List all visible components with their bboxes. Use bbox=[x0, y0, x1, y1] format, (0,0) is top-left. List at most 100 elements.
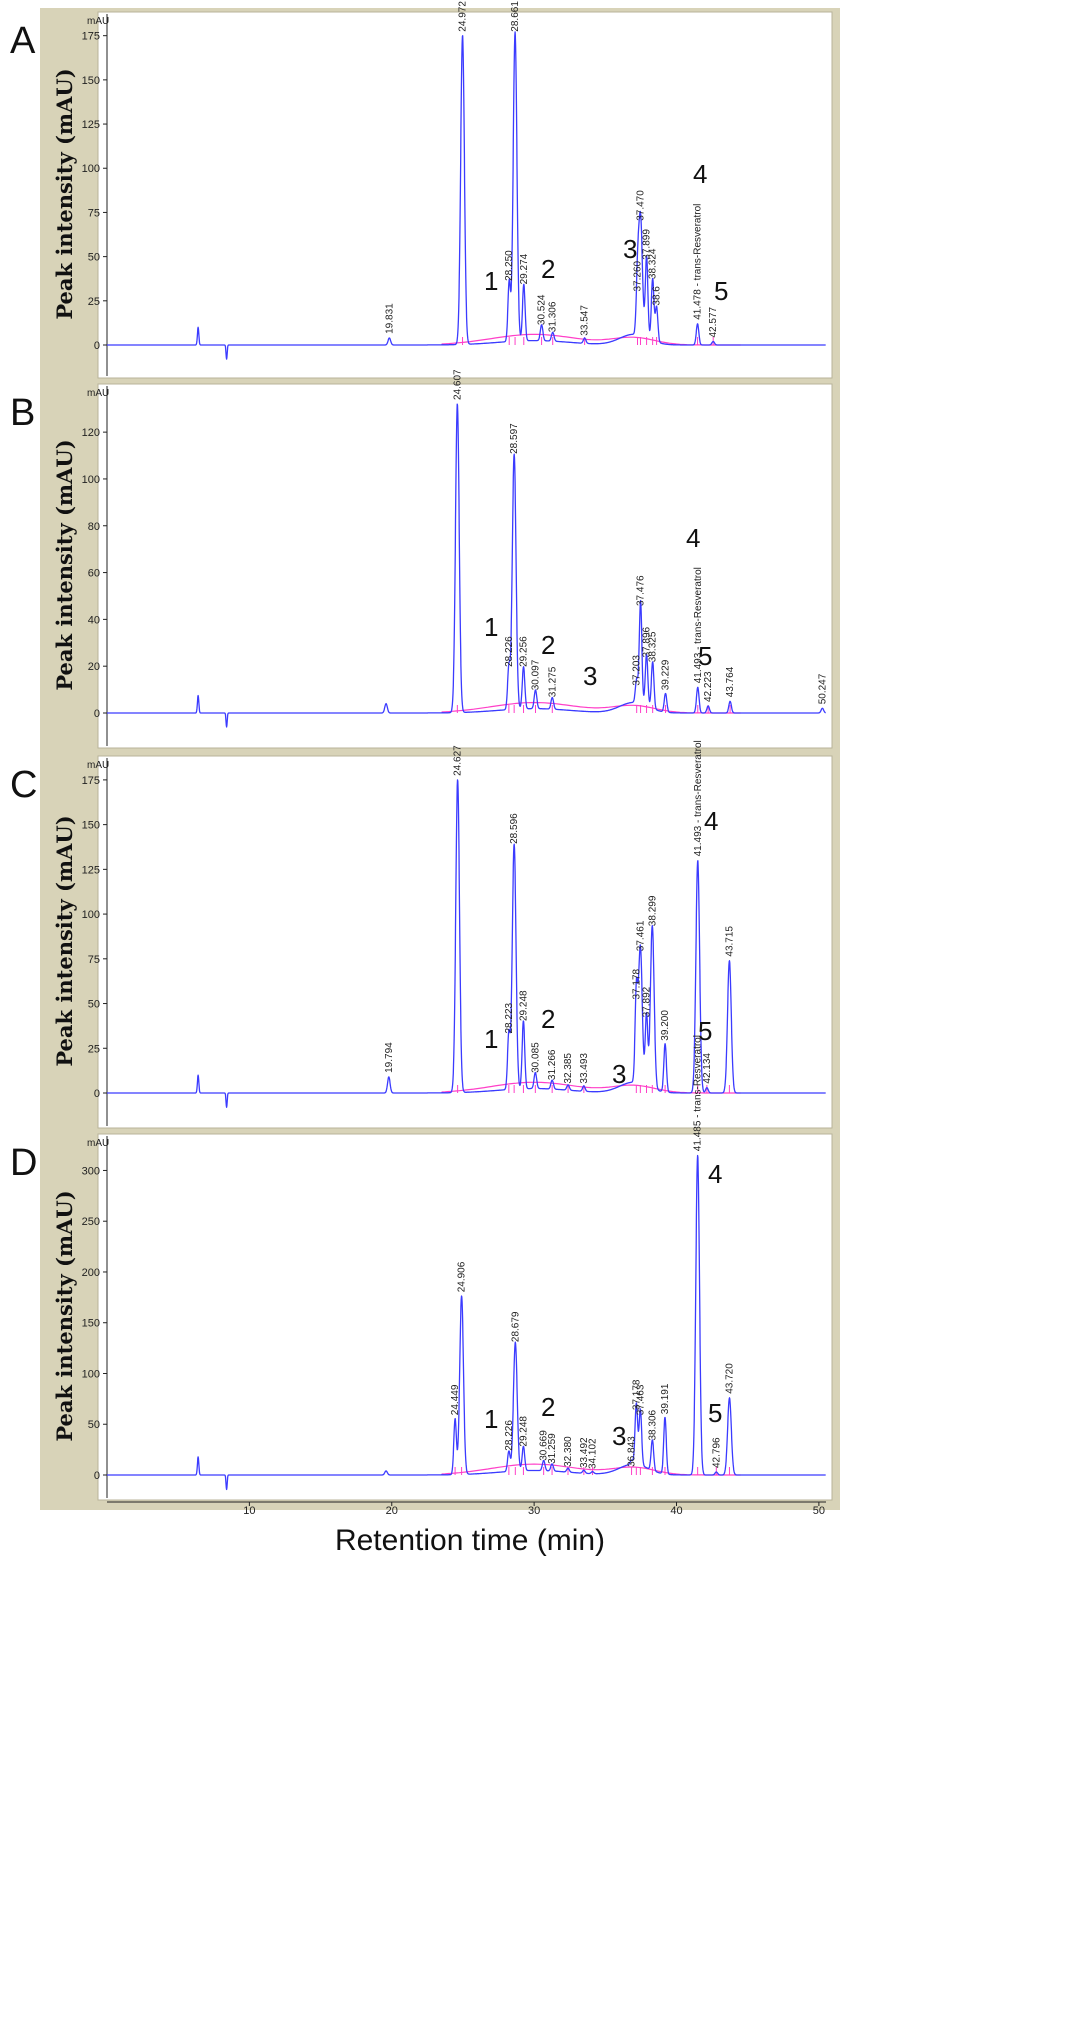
retention-time-label: 29.256 bbox=[519, 636, 530, 667]
retention-time-label: 31.275 bbox=[547, 666, 558, 697]
retention-time-label: 33.493 bbox=[579, 1053, 590, 1084]
y-tick-label: 150 bbox=[82, 1318, 100, 1330]
peak-number-1: 1 bbox=[484, 1024, 498, 1054]
retention-time-label: 33.547 bbox=[580, 305, 591, 336]
x-tick-label: 50 bbox=[813, 1505, 825, 1517]
retention-time-label: 28.679 bbox=[510, 1311, 521, 1342]
retention-time-label: 42.134 bbox=[702, 1053, 713, 1084]
retention-time-label: 32.380 bbox=[563, 1436, 574, 1467]
y-tick-label: 75 bbox=[88, 954, 100, 966]
retention-time-label: 37.476 bbox=[636, 575, 647, 606]
retention-time-label: 31.306 bbox=[548, 301, 559, 332]
peak-number-5: 5 bbox=[698, 1016, 712, 1046]
y-tick-label: 175 bbox=[82, 775, 100, 787]
retention-time-label: 43.720 bbox=[725, 1363, 736, 1394]
peak-number-1: 1 bbox=[484, 266, 498, 296]
y-tick-label: 125 bbox=[82, 119, 100, 131]
retention-time-label: 37.463 bbox=[635, 1384, 646, 1415]
y-tick-label: 50 bbox=[88, 1419, 100, 1431]
retention-time-label: 24.906 bbox=[457, 1261, 468, 1292]
y-tick-label: 100 bbox=[82, 163, 100, 175]
y-tick-label: 20 bbox=[88, 661, 100, 673]
retention-time-label: 39.229 bbox=[661, 659, 672, 690]
y-axis-label: Peak intensity (mAU) bbox=[52, 439, 77, 690]
peak-number-5: 5 bbox=[698, 641, 712, 671]
retention-time-label: 28.661 bbox=[510, 1, 521, 32]
y-tick-label: 125 bbox=[82, 864, 100, 876]
panel-letter: B bbox=[10, 392, 35, 434]
peak-number-2: 2 bbox=[541, 1004, 555, 1034]
retention-time-label: 30.524 bbox=[537, 294, 548, 325]
retention-time-label: 24.449 bbox=[450, 1384, 461, 1415]
peak-number-5: 5 bbox=[708, 1398, 722, 1428]
y-tick-label: 60 bbox=[88, 568, 100, 580]
retention-time-label: 31.259 bbox=[547, 1433, 558, 1464]
peak-number-1: 1 bbox=[484, 612, 498, 642]
peak-number-2: 2 bbox=[541, 254, 555, 284]
retention-time-label: 38.306 bbox=[647, 1409, 658, 1440]
retention-time-label: 37.461 bbox=[635, 920, 646, 951]
panel-letter: D bbox=[10, 1142, 37, 1184]
y-tick-label: 0 bbox=[94, 340, 100, 352]
retention-time-label: 30.085 bbox=[530, 1042, 541, 1073]
retention-time-label: 37.178 bbox=[631, 1379, 642, 1410]
retention-time-label: 28.226 bbox=[504, 1420, 515, 1451]
retention-time-label: 37.178 bbox=[631, 968, 642, 999]
retention-time-label: 31.266 bbox=[547, 1049, 558, 1080]
retention-time-label: 28.223 bbox=[504, 1002, 515, 1033]
retention-time-label: 19.794 bbox=[384, 1042, 395, 1073]
peak-number-2: 2 bbox=[541, 1392, 555, 1422]
peak-number-3: 3 bbox=[583, 661, 597, 691]
retention-time-label: 24.972 bbox=[458, 1, 469, 32]
retention-time-label: 37.899 bbox=[642, 229, 653, 260]
retention-time-label: 29.248 bbox=[518, 1416, 529, 1447]
y-tick-label: 50 bbox=[88, 999, 100, 1011]
retention-time-label: 34.102 bbox=[588, 1438, 599, 1469]
x-axis-label: Retention time (min) bbox=[335, 1524, 605, 1557]
x-tick-label: 20 bbox=[386, 1505, 398, 1517]
y-tick-label: 40 bbox=[88, 614, 100, 626]
unit-label: mAU bbox=[87, 16, 109, 27]
retention-time-label: 42.223 bbox=[703, 671, 714, 702]
y-tick-label: 0 bbox=[94, 1470, 100, 1482]
y-tick-label: 100 bbox=[82, 1368, 100, 1380]
chromatogram-trace bbox=[106, 403, 827, 728]
peak-number-4: 4 bbox=[686, 523, 700, 553]
plot-area bbox=[97, 755, 833, 1129]
retention-time-label: 37.470 bbox=[636, 190, 647, 221]
y-axis-label: Peak intensity (mAU) bbox=[52, 815, 77, 1066]
peak-number-3: 3 bbox=[612, 1421, 626, 1451]
y-tick-label: 175 bbox=[82, 31, 100, 43]
retention-time-label: 39.200 bbox=[660, 1010, 671, 1041]
retention-time-label: 43.715 bbox=[724, 926, 735, 957]
retention-time-label: 29.248 bbox=[518, 990, 529, 1021]
x-tick-label: 10 bbox=[243, 1505, 255, 1517]
peak-number-4: 4 bbox=[708, 1159, 722, 1189]
peak-number-3: 3 bbox=[623, 234, 637, 264]
retention-time-label: 24.627 bbox=[453, 745, 464, 776]
retention-time-label: 30.669 bbox=[539, 1430, 550, 1461]
panel-letter: A bbox=[10, 20, 36, 62]
retention-time-label: 41.478 - trans-Resveratrol bbox=[693, 204, 704, 320]
chromatogram-trace bbox=[106, 31, 827, 360]
y-tick-label: 80 bbox=[88, 521, 100, 533]
retention-time-label: 33.492 bbox=[579, 1437, 590, 1468]
peak-number-2: 2 bbox=[541, 630, 555, 660]
retention-time-label: 28.226 bbox=[504, 636, 515, 667]
y-tick-label: 100 bbox=[82, 474, 100, 486]
retention-time-label: 41.493 - trans-Resveratrol bbox=[693, 740, 704, 856]
retention-time-label: 37.260 bbox=[633, 260, 644, 291]
y-tick-label: 250 bbox=[82, 1216, 100, 1228]
retention-time-label: 32.385 bbox=[563, 1053, 574, 1084]
y-tick-label: 150 bbox=[82, 820, 100, 832]
retention-time-label: 19.831 bbox=[384, 303, 395, 334]
retention-time-label: 41.485 - trans-Resveratrol bbox=[693, 1035, 704, 1151]
plot-area bbox=[97, 383, 833, 749]
x-tick-label: 30 bbox=[528, 1505, 540, 1517]
y-tick-label: 0 bbox=[94, 708, 100, 720]
